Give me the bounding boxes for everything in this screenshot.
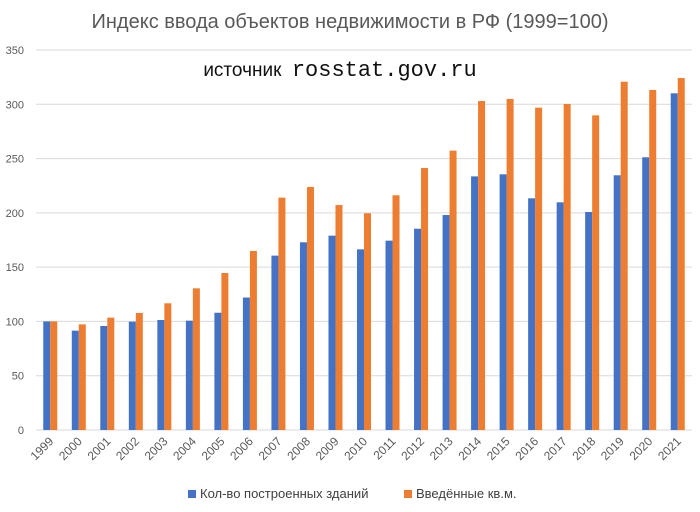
x-tick-label: 2006 (227, 434, 256, 463)
x-tick-label: 2011 (370, 434, 398, 462)
y-tick-label: 100 (6, 316, 24, 328)
bar-buildings-2020 (642, 157, 650, 431)
legend-swatch (404, 490, 412, 498)
bar-buildings-2007 (271, 255, 279, 430)
bar-sqm-2012 (421, 168, 429, 430)
x-tick-label: 2014 (455, 434, 484, 463)
x-tick-label: 2003 (142, 434, 171, 463)
bar-sqm-2018 (592, 115, 600, 431)
bar-sqm-2013 (449, 150, 457, 430)
bar-buildings-2015 (499, 174, 507, 430)
svg-text:источник rosstat.gov.ru: источник rosstat.gov.ru (203, 58, 476, 83)
x-tick-label: 2018 (570, 434, 599, 463)
bar-sqm-2014 (478, 101, 486, 431)
x-tick-label: 2007 (256, 434, 285, 463)
x-tick-label: 2010 (341, 434, 370, 463)
bar-buildings-2006 (242, 297, 250, 430)
y-axis: 0 50 100 150 200 250 300 350 (6, 45, 24, 437)
legend-swatch (188, 490, 196, 498)
bar-buildings-2001 (100, 325, 108, 430)
bar-sqm-2003 (164, 303, 172, 430)
bar-sqm-2017 (563, 103, 571, 431)
bars (43, 78, 685, 431)
bar-buildings-2003 (157, 320, 165, 430)
x-tick-label: 2016 (512, 434, 541, 463)
bar-buildings-2004 (185, 320, 193, 430)
bar-sqm-2016 (535, 107, 543, 430)
legend-label: Кол-во построенных зданий (200, 486, 368, 501)
source-annotation: источник rosstat.gov.ru (203, 58, 476, 83)
bar-sqm-2011 (392, 195, 400, 430)
source-prefix: источник (203, 60, 282, 81)
bar-sqm-2000 (78, 324, 86, 430)
bar-buildings-2010 (357, 249, 364, 430)
y-tick-label: 150 (6, 262, 24, 274)
bar-sqm-2006 (249, 250, 257, 430)
legend: Кол-во построенных зданий Введённые кв.м. (188, 486, 517, 501)
bar-sqm-2007 (278, 197, 286, 430)
bar-sqm-2021 (677, 78, 685, 431)
bar-buildings-2000 (71, 330, 79, 430)
x-tick-label: 2013 (427, 434, 456, 463)
bar-buildings-2005 (214, 312, 222, 430)
y-tick-label: 0 (18, 425, 24, 437)
bar-sqm-2005 (221, 273, 229, 430)
x-tick-label: 2012 (398, 434, 427, 463)
x-tick-label: 2002 (113, 434, 142, 463)
x-tick-label: 2004 (170, 434, 199, 463)
x-tick-label: 2020 (627, 434, 656, 463)
bar-buildings-2012 (414, 228, 422, 430)
y-tick-label: 250 (6, 154, 24, 166)
y-tick-label: 50 (12, 371, 24, 383)
x-tick-label: 2001 (85, 434, 114, 463)
bar-sqm-2008 (306, 187, 314, 430)
bar-sqm-2015 (506, 98, 514, 431)
bar-buildings-2019 (613, 175, 621, 430)
bar-sqm-1999 (50, 321, 58, 430)
bar-buildings-2021 (670, 93, 678, 430)
bar-buildings-2009 (328, 235, 336, 430)
x-tick-label: 2021 (655, 434, 684, 463)
bar-buildings-2011 (385, 240, 393, 430)
x-tick-label: 1999 (28, 434, 57, 463)
y-tick-label: 350 (6, 45, 24, 57)
bar-buildings-2013 (442, 215, 450, 430)
bar-sqm-2002 (135, 312, 143, 430)
bar-sqm-2020 (649, 89, 657, 430)
bar-buildings-2016 (528, 198, 536, 430)
bar-buildings-2008 (299, 242, 307, 430)
y-tick-label: 200 (6, 208, 24, 220)
x-tick-label: 2009 (313, 434, 342, 463)
x-tick-label: 2005 (199, 434, 228, 463)
source-url: rosstat.gov.ru (292, 58, 477, 83)
bar-sqm-2004 (192, 288, 200, 430)
x-axis: 1999 2000 2001 2002 2003 2004 2005 2006 2007 2008… (28, 434, 684, 463)
legend-label: Введённые кв.м. (416, 486, 517, 501)
bar-sqm-2010 (364, 213, 371, 430)
bar-sqm-2001 (107, 317, 115, 430)
bar-buildings-2014 (471, 176, 479, 430)
bar-sqm-2019 (620, 81, 628, 431)
bar-buildings-2002 (128, 321, 136, 430)
x-tick-label: 2008 (284, 434, 313, 463)
x-tick-label: 2000 (56, 434, 85, 463)
x-tick-label: 2017 (541, 434, 570, 463)
x-tick-label: 2019 (598, 434, 627, 463)
x-tick-label: 2015 (484, 434, 513, 463)
bar-buildings-2017 (556, 202, 564, 430)
chart-title: Индекс ввода объектов недвижимости в РФ … (92, 11, 609, 33)
bar-sqm-2009 (335, 205, 343, 430)
bar-buildings-1999 (43, 321, 51, 430)
bar-buildings-2018 (585, 211, 593, 430)
y-tick-label: 300 (6, 99, 24, 111)
